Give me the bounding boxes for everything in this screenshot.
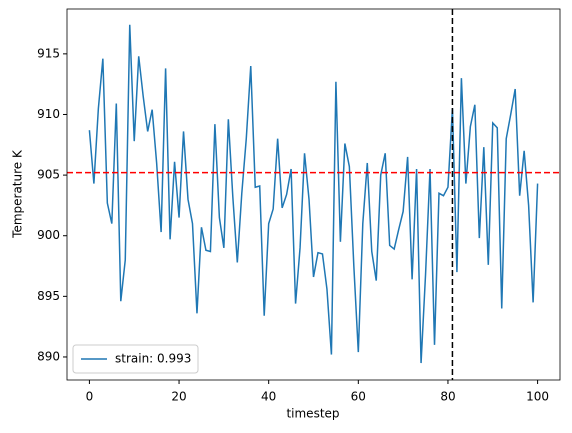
y-tick-label: 900 [37, 228, 60, 242]
x-tick-label: 20 [171, 390, 186, 404]
legend-box [72, 344, 199, 374]
y-tick-label: 910 [37, 107, 60, 121]
x-axis-label: timestep [286, 407, 339, 421]
x-tick-label: 0 [86, 390, 94, 404]
data-line [88, 24, 539, 364]
y-tick-label: 895 [37, 289, 60, 303]
legend-label: strain: 0.993 [115, 352, 191, 366]
x-tick-label: 100 [526, 390, 549, 404]
x-tick-label: 60 [351, 390, 366, 404]
y-axis-label: Temperature K [11, 149, 25, 239]
x-tick-label: 40 [261, 390, 276, 404]
plot-frame [66, 8, 561, 381]
y-tick-label: 890 [37, 349, 60, 363]
x-tick-label: 80 [440, 390, 455, 404]
y-tick-label: 905 [37, 168, 60, 182]
y-tick-label: 915 [37, 46, 60, 60]
